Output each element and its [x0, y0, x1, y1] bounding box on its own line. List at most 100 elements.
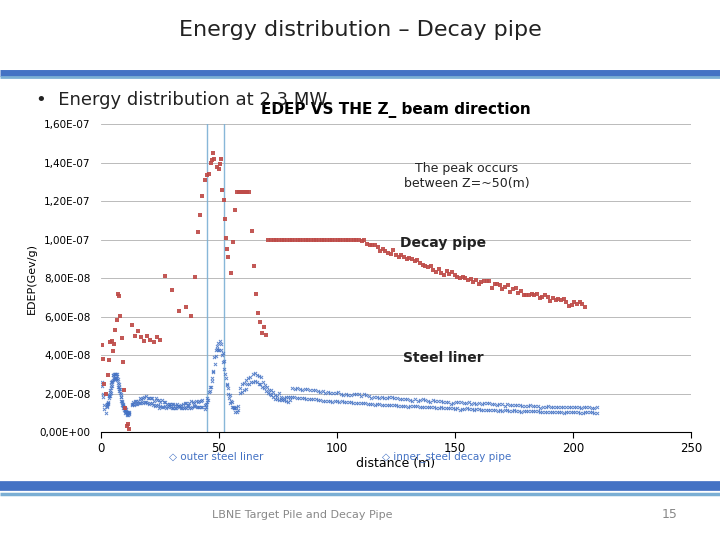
outer steel liner: [117, 400, 128, 408]
outer steel liner: [440, 397, 451, 406]
inner_steel decay pipe: [572, 408, 584, 416]
Text: •  Energy distribution at 2.3 MW: • Energy distribution at 2.3 MW: [36, 91, 327, 109]
outer steel liner: [560, 403, 572, 411]
outer steel liner: [381, 394, 392, 402]
outer steel liner: [276, 393, 287, 401]
outer steel liner: [122, 408, 133, 416]
outer steel liner: [317, 387, 328, 396]
outer steel liner: [110, 370, 122, 379]
inner_steel decay pipe: [197, 402, 208, 411]
outer steel liner: [228, 403, 239, 412]
outer steel liner: [506, 400, 518, 409]
Point: [118, 386, 130, 394]
inner_steel decay pipe: [249, 377, 261, 386]
inner_steel decay pipe: [174, 403, 185, 411]
Point: [486, 283, 498, 292]
Point: [451, 273, 463, 281]
outer steel liner: [338, 390, 349, 399]
Point: [431, 267, 442, 276]
outer steel liner: [220, 369, 231, 378]
Point: [205, 159, 217, 167]
Point: [250, 289, 261, 298]
Point: [552, 295, 564, 303]
inner_steel decay pipe: [376, 401, 387, 409]
inner_steel decay pipe: [225, 399, 236, 408]
inner_steel decay pipe: [556, 407, 567, 416]
Text: Decay pipe: Decay pipe: [400, 237, 486, 251]
Point: [292, 235, 304, 244]
Point: [243, 187, 255, 196]
outer steel liner: [155, 397, 166, 406]
outer steel liner: [222, 384, 234, 393]
outer steel liner: [209, 352, 220, 361]
Point: [235, 187, 247, 196]
Y-axis label: EDEP(Gev/g): EDEP(Gev/g): [27, 242, 37, 314]
Point: [109, 326, 121, 334]
inner_steel decay pipe: [298, 394, 310, 402]
outer steel liner: [153, 395, 165, 404]
outer steel liner: [194, 396, 205, 405]
inner_steel decay pipe: [145, 399, 156, 407]
outer steel liner: [340, 390, 351, 399]
Point: [112, 289, 124, 298]
inner_steel decay pipe: [409, 402, 420, 411]
inner_steel decay pipe: [195, 402, 207, 411]
inner_steel decay pipe: [390, 401, 402, 409]
outer steel liner: [112, 372, 123, 381]
inner_steel decay pipe: [165, 402, 176, 411]
inner_steel decay pipe: [510, 406, 522, 415]
inner_steel decay pipe: [449, 404, 461, 413]
inner_steel decay pipe: [256, 382, 268, 391]
outer steel liner: [494, 400, 505, 408]
Point: [242, 187, 253, 196]
Point: [513, 288, 524, 297]
Point: [422, 262, 433, 271]
Point: [425, 262, 436, 271]
inner_steel decay pipe: [392, 401, 404, 410]
inner_steel decay pipe: [267, 393, 279, 402]
outer steel liner: [116, 397, 127, 406]
outer steel liner: [163, 399, 174, 408]
inner_steel decay pipe: [236, 388, 248, 396]
outer steel liner: [453, 398, 464, 407]
inner_steel decay pipe: [520, 407, 531, 415]
Point: [379, 246, 391, 255]
inner_steel decay pipe: [279, 396, 290, 404]
inner_steel decay pipe: [243, 379, 255, 388]
outer steel liner: [187, 398, 199, 407]
inner_steel decay pipe: [161, 403, 172, 412]
outer steel liner: [573, 403, 585, 411]
outer steel liner: [200, 400, 212, 408]
inner_steel decay pipe: [487, 406, 498, 414]
Point: [528, 291, 540, 299]
outer steel liner: [481, 399, 492, 407]
inner_steel decay pipe: [497, 407, 508, 415]
outer steel liner: [126, 399, 138, 408]
Point: [462, 275, 474, 284]
inner_steel decay pipe: [426, 403, 437, 411]
outer steel liner: [129, 397, 140, 406]
inner_steel decay pipe: [591, 409, 603, 417]
inner_steel decay pipe: [202, 396, 214, 404]
outer steel liner: [504, 401, 516, 409]
Point: [433, 265, 444, 273]
inner_steel decay pipe: [473, 405, 485, 414]
inner_steel decay pipe: [431, 403, 442, 412]
outer steel liner: [414, 396, 426, 404]
Point: [126, 321, 138, 330]
outer steel liner: [142, 394, 153, 402]
outer steel liner: [135, 394, 147, 403]
outer steel liner: [299, 384, 310, 393]
inner_steel decay pipe: [238, 386, 250, 394]
Point: [356, 237, 367, 245]
inner_steel decay pipe: [232, 406, 243, 415]
inner_steel decay pipe: [423, 403, 435, 411]
inner_steel decay pipe: [562, 408, 574, 416]
Point: [390, 251, 402, 260]
Point: [470, 276, 482, 285]
Point: [417, 261, 428, 269]
outer steel liner: [292, 384, 303, 393]
outer steel liner: [552, 403, 564, 412]
outer steel liner: [212, 338, 224, 347]
outer steel liner: [540, 403, 552, 411]
